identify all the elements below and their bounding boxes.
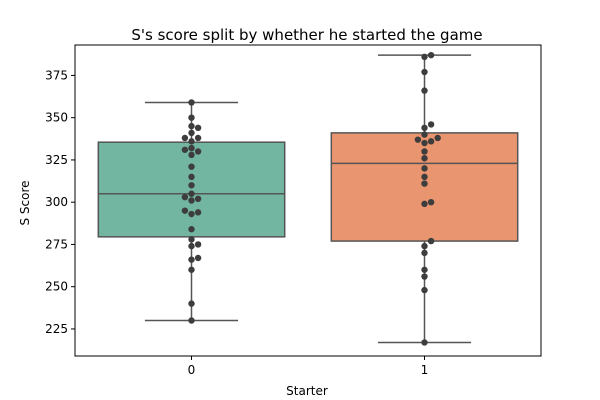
data-point bbox=[182, 147, 188, 153]
data-point bbox=[421, 267, 427, 273]
data-point bbox=[188, 114, 194, 120]
x-tick-label: 1 bbox=[421, 363, 429, 377]
data-point bbox=[421, 339, 427, 345]
data-point bbox=[421, 54, 427, 60]
data-point bbox=[421, 250, 427, 256]
data-point bbox=[195, 135, 201, 141]
data-point bbox=[421, 201, 427, 207]
y-tick-label: 325 bbox=[45, 153, 68, 167]
data-point bbox=[195, 255, 201, 261]
data-point bbox=[428, 121, 434, 127]
data-point bbox=[415, 136, 421, 142]
data-point bbox=[188, 211, 194, 217]
data-point bbox=[428, 199, 434, 205]
data-point bbox=[188, 163, 194, 169]
data-point bbox=[188, 267, 194, 273]
data-point bbox=[421, 148, 427, 154]
data-point bbox=[188, 243, 194, 249]
data-point bbox=[421, 174, 427, 180]
data-point bbox=[428, 238, 434, 244]
chart-title: S's score split by whether he started th… bbox=[131, 26, 482, 44]
data-point bbox=[421, 243, 427, 249]
y-tick-label: 250 bbox=[45, 280, 68, 294]
data-point bbox=[188, 182, 194, 188]
data-point bbox=[421, 155, 427, 161]
data-point bbox=[188, 138, 194, 144]
y-tick-label: 275 bbox=[45, 237, 68, 251]
data-point bbox=[188, 145, 194, 151]
data-point bbox=[421, 180, 427, 186]
plot-area bbox=[98, 52, 517, 346]
data-point bbox=[182, 135, 188, 141]
data-point bbox=[188, 152, 194, 158]
y-tick-label: 350 bbox=[45, 111, 68, 125]
y-axis-label: S Score bbox=[18, 180, 32, 225]
data-point bbox=[188, 197, 194, 203]
data-point bbox=[182, 194, 188, 200]
data-point bbox=[195, 241, 201, 247]
box-group-1 bbox=[331, 55, 517, 342]
data-point bbox=[188, 130, 194, 136]
data-point bbox=[182, 207, 188, 213]
data-point bbox=[195, 209, 201, 215]
data-point bbox=[421, 165, 427, 171]
data-point bbox=[421, 87, 427, 93]
data-point bbox=[421, 125, 427, 131]
data-point bbox=[421, 287, 427, 293]
data-point bbox=[188, 191, 194, 197]
data-point bbox=[188, 300, 194, 306]
x-tick-label: 0 bbox=[188, 363, 196, 377]
data-point bbox=[188, 226, 194, 232]
data-point bbox=[421, 140, 427, 146]
data-point bbox=[435, 135, 441, 141]
data-point bbox=[195, 125, 201, 131]
data-point bbox=[421, 131, 427, 137]
y-tick-label: 225 bbox=[45, 322, 68, 336]
data-point bbox=[188, 236, 194, 242]
data-point bbox=[428, 138, 434, 144]
data-point bbox=[421, 69, 427, 75]
data-point bbox=[188, 123, 194, 129]
data-point bbox=[428, 52, 434, 58]
y-tick-label: 300 bbox=[45, 195, 68, 209]
data-point bbox=[188, 174, 194, 180]
data-point bbox=[195, 148, 201, 154]
data-point bbox=[188, 317, 194, 323]
data-point bbox=[421, 273, 427, 279]
data-point bbox=[195, 196, 201, 202]
data-point bbox=[188, 256, 194, 262]
data-point bbox=[188, 99, 194, 105]
x-axis-label: Starter bbox=[286, 384, 328, 398]
y-tick-label: 375 bbox=[45, 68, 68, 82]
